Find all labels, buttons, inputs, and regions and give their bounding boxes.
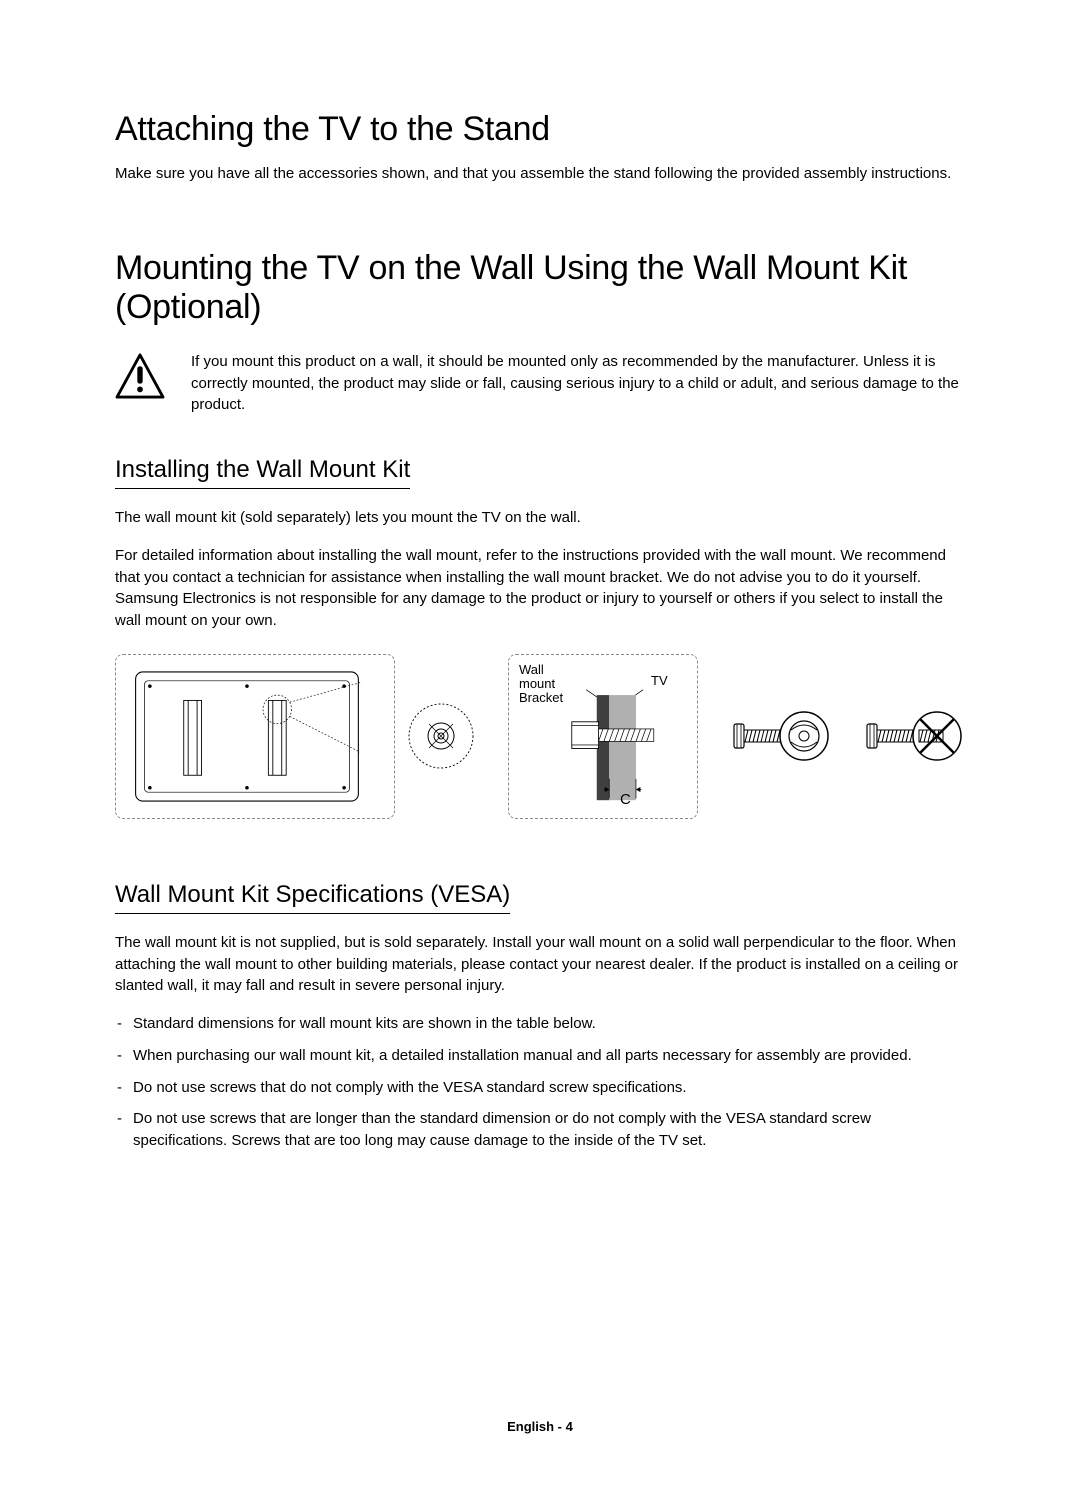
label-c: C [620,791,631,808]
label-tv: TV [651,673,668,688]
install-p2: For detailed information about installin… [115,545,965,632]
bullet-item: Do not use screws that do not comply wit… [115,1077,965,1099]
install-p1: The wall mount kit (sold separately) let… [115,507,965,529]
heading-attach-stand: Attaching the TV to the Stand [115,110,965,149]
manual-page: Attaching the TV to the Stand Make sure … [0,0,1080,1202]
attach-stand-intro: Make sure you have all the accessories s… [115,163,965,185]
heading-vesa-specs: Wall Mount Kit Specifications (VESA) [115,881,510,914]
diagram-screw-correct [732,706,832,766]
bullet-item: When purchasing our wall mount kit, a de… [115,1045,965,1067]
warning-text: If you mount this product on a wall, it … [191,351,965,416]
bullet-item: Do not use screws that are longer than t… [115,1108,965,1152]
page-footer: English - 4 [0,1419,1080,1434]
diagram-tv-back [115,654,395,819]
diagram-screw-incorrect [865,706,965,766]
diagram-row: Wall mount Bracket TV C [115,654,965,819]
warning-block: If you mount this product on a wall, it … [115,351,965,416]
warning-triangle-icon [115,353,165,399]
vesa-p1: The wall mount kit is not supplied, but … [115,932,965,997]
label-bracket: Wall mount Bracket [519,663,583,706]
heading-install-kit: Installing the Wall Mount Kit [115,456,410,489]
bullet-item: Standard dimensions for wall mount kits … [115,1013,965,1035]
diagram-magnified-bolt [407,702,475,770]
diagram-cross-section: Wall mount Bracket TV C [508,654,698,819]
vesa-bullets: Standard dimensions for wall mount kits … [115,1013,965,1152]
heading-wall-mount: Mounting the TV on the Wall Using the Wa… [115,249,965,327]
